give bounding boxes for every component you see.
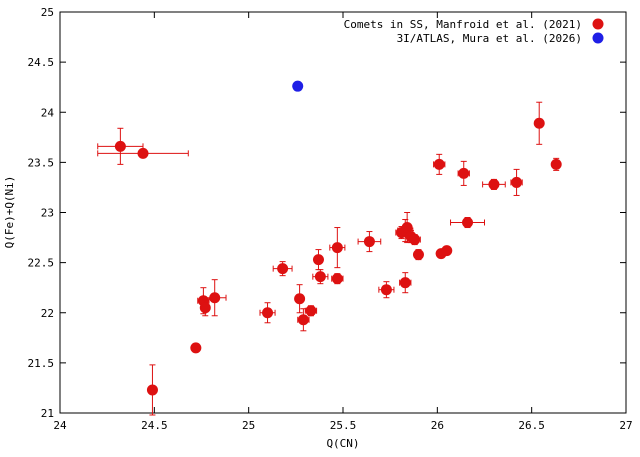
data-point [199, 302, 211, 314]
data-point [262, 307, 274, 319]
data-point [314, 271, 326, 283]
y-tick-label: 22.5 [28, 257, 55, 270]
y-tick-label: 23.5 [28, 156, 55, 169]
legend: Comets in SS, Manfroid et al. (2021)3I/A… [344, 18, 604, 45]
data-point [409, 234, 421, 246]
x-tick-label: 24.5 [141, 419, 168, 432]
plot-frame [59, 11, 627, 414]
y-tick-label: 21.5 [28, 357, 55, 370]
data-point [209, 292, 221, 304]
data-point [277, 263, 289, 275]
y-tick-label: 22 [41, 307, 54, 320]
data-point [294, 293, 306, 305]
data-point [380, 284, 392, 296]
legend-label: 3I/ATLAS, Mura et al. (2026) [397, 32, 582, 45]
data-point [297, 314, 309, 326]
data-point [399, 277, 411, 289]
data-point [433, 158, 445, 170]
x-tick-label: 25 [242, 419, 255, 432]
y-tick-label: 21 [41, 407, 54, 420]
axis-ticks [59, 11, 627, 414]
data-point [412, 249, 424, 261]
data-point [146, 384, 158, 396]
x-tick-label: 24 [53, 419, 67, 432]
data-point [305, 305, 317, 317]
data-point [363, 236, 375, 248]
data-point [458, 167, 470, 179]
data-point [331, 242, 343, 254]
data-point [137, 147, 149, 159]
data-points [97, 80, 562, 416]
data-point [190, 342, 202, 354]
y-axis-label: Q(Fe)+Q(Ni) [3, 176, 16, 249]
x-tick-label: 26 [431, 419, 444, 432]
data-point [462, 217, 474, 229]
y-tick-label: 24.5 [28, 56, 55, 69]
legend-label: Comets in SS, Manfroid et al. (2021) [344, 18, 582, 31]
y-tick-label: 24 [41, 106, 55, 119]
data-point [331, 273, 343, 285]
y-tick-label: 23 [41, 207, 54, 220]
x-tick-label: 25.5 [330, 419, 357, 432]
data-point [533, 117, 545, 129]
x-axis-label: Q(CN) [326, 437, 359, 450]
data-point [511, 176, 523, 188]
axis-tick-labels: 24 24.5 25 25.5 26 26.5 27 21 21.5 22 22.5 23 23.5 24… [28, 6, 633, 432]
y-tick-label: 25 [41, 6, 54, 19]
x-tick-label: 26.5 [518, 419, 545, 432]
data-point [488, 178, 500, 190]
legend-marker [592, 18, 604, 30]
series-1 [292, 80, 304, 92]
data-point [114, 140, 126, 152]
x-tick-label: 27 [619, 419, 632, 432]
data-point [441, 245, 453, 257]
data-point [550, 158, 562, 170]
series-0 [97, 101, 562, 416]
legend-marker [592, 32, 604, 44]
data-point [312, 254, 324, 266]
data-point [292, 80, 304, 92]
